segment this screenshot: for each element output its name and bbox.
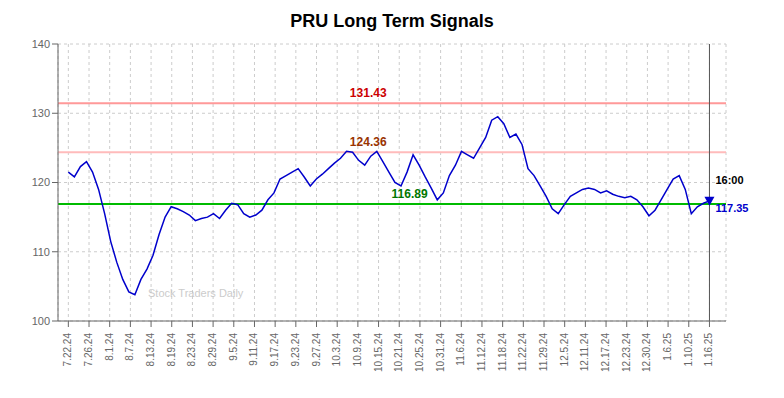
html-text:PRU Long Term Signals: PRU Long Term Signals bbox=[290, 11, 494, 31]
svg-text:131.43: 131.43 bbox=[350, 86, 387, 100]
svg-text:1.16.25: 1.16.25 bbox=[703, 333, 714, 367]
svg-text:10.25.24: 10.25.24 bbox=[414, 333, 425, 372]
svg-text:9.11.24: 9.11.24 bbox=[248, 333, 259, 366]
svg-text:10.31.24: 10.31.24 bbox=[435, 333, 446, 372]
svg-text:110: 110 bbox=[32, 246, 50, 258]
svg-text:11.6.24: 11.6.24 bbox=[455, 333, 466, 366]
svg-text:140: 140 bbox=[32, 38, 50, 50]
svg-text:116.89: 116.89 bbox=[392, 187, 428, 201]
svg-text:8.19.24: 8.19.24 bbox=[166, 333, 177, 367]
svg-text:8.13.24: 8.13.24 bbox=[145, 333, 156, 367]
svg-text:8.7.24: 8.7.24 bbox=[124, 333, 135, 361]
svg-text:12.11.24: 12.11.24 bbox=[579, 333, 590, 372]
svg-text:130: 130 bbox=[32, 107, 50, 119]
svg-text:9.23.24: 9.23.24 bbox=[290, 333, 301, 367]
svg-text:12.17.24: 12.17.24 bbox=[600, 333, 611, 372]
svg-text:12.23.24: 12.23.24 bbox=[621, 333, 632, 372]
svg-text:8.29.24: 8.29.24 bbox=[207, 333, 218, 367]
svg-text:11.12.24: 11.12.24 bbox=[476, 333, 487, 372]
svg-text:124.36: 124.36 bbox=[350, 135, 387, 149]
svg-text:8.23.24: 8.23.24 bbox=[186, 333, 197, 367]
svg-text:11.29.24: 11.29.24 bbox=[538, 333, 549, 372]
svg-text:16:00: 16:00 bbox=[715, 174, 743, 186]
svg-text:10.3.24: 10.3.24 bbox=[331, 333, 342, 367]
svg-text:11.18.24: 11.18.24 bbox=[497, 333, 508, 372]
svg-text:1.6.25: 1.6.25 bbox=[662, 333, 673, 361]
svg-text:10.9.24: 10.9.24 bbox=[352, 333, 363, 367]
svg-text:7.26.24: 7.26.24 bbox=[83, 333, 94, 367]
svg-text:12.30.24: 12.30.24 bbox=[641, 333, 652, 372]
svg-text:8.1.24: 8.1.24 bbox=[104, 333, 115, 361]
svg-text:10.15.24: 10.15.24 bbox=[373, 333, 384, 372]
svg-text:120: 120 bbox=[32, 176, 50, 188]
svg-text:7.22.24: 7.22.24 bbox=[62, 333, 73, 367]
html-text:Stock Traders Daily: Stock Traders Daily bbox=[148, 287, 244, 299]
svg-text:12.5.24: 12.5.24 bbox=[559, 333, 570, 367]
svg-text:9.5.24: 9.5.24 bbox=[228, 333, 239, 361]
svg-text:11.22.24: 11.22.24 bbox=[517, 333, 528, 372]
svg-text:9.27.24: 9.27.24 bbox=[311, 333, 322, 367]
svg-text:117.35: 117.35 bbox=[715, 202, 748, 214]
svg-text:10.21.24: 10.21.24 bbox=[393, 333, 404, 372]
svg-text:1.10.25: 1.10.25 bbox=[683, 333, 694, 367]
svg-text:100: 100 bbox=[32, 315, 50, 327]
svg-text:9.17.24: 9.17.24 bbox=[269, 333, 280, 367]
